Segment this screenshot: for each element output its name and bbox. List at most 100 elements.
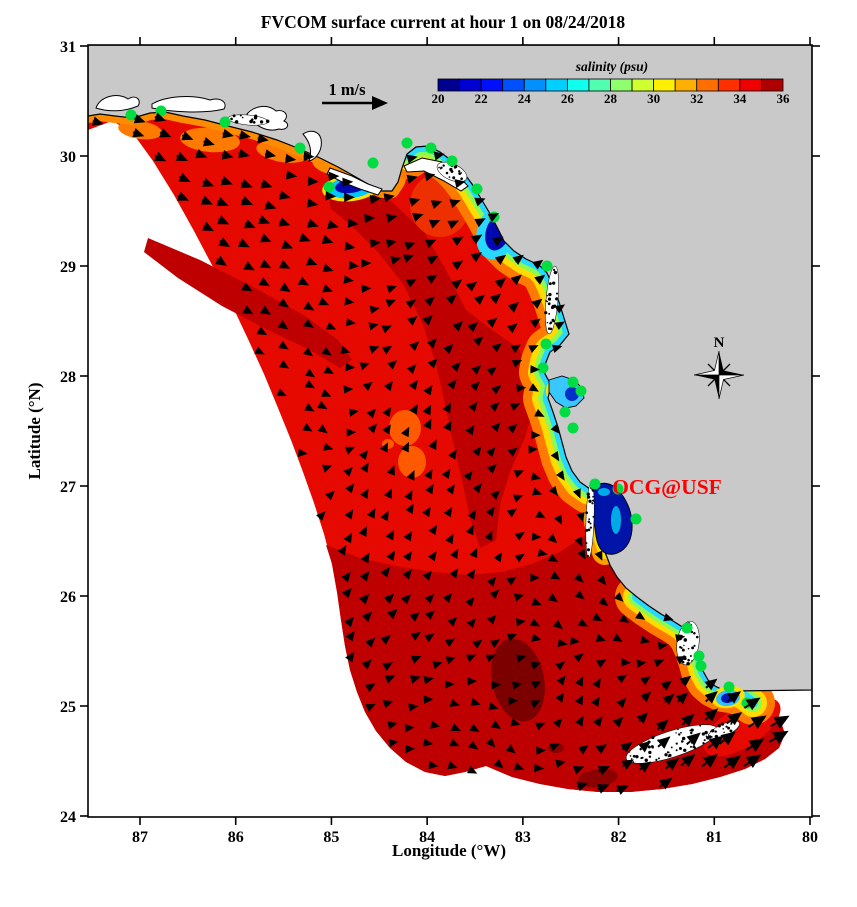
coastal-bay: [403, 157, 469, 192]
island-speckle: [553, 268, 556, 271]
current-arrow-head: [424, 469, 433, 480]
current-arrow-head: [447, 617, 458, 627]
current-arrow-head: [386, 285, 397, 294]
current-arrow-head: [515, 618, 526, 627]
current-arrow-head: [473, 294, 485, 305]
island-speckle: [234, 120, 239, 124]
current-arrow-head: [340, 345, 351, 355]
current-arrow-head: [491, 343, 502, 353]
current-arrow-head: [403, 254, 415, 263]
colorbar-tick-label: 32: [690, 91, 703, 106]
current-arrow-head: [612, 633, 623, 642]
current-arrow-head: [484, 530, 493, 542]
island-speckle: [729, 729, 733, 733]
y-tick-label: 26: [60, 589, 76, 606]
island-speckle: [641, 756, 644, 759]
current-arrow-head: [386, 213, 398, 223]
station-dot: [540, 338, 552, 350]
island-speckle: [452, 176, 456, 180]
island-speckle: [667, 755, 670, 758]
x-tick-label: 84: [419, 829, 435, 846]
station-dot: [401, 137, 413, 149]
current-arrow-head: [532, 259, 544, 270]
current-arrow-head: [277, 297, 290, 308]
current-arrow-head: [613, 592, 624, 602]
current-arrow-head: [347, 218, 359, 228]
current-arrow-head: [408, 197, 421, 207]
station-dot: [125, 109, 137, 121]
current-arrow-head: [442, 420, 452, 432]
station-dot: [575, 385, 587, 397]
current-arrow-head: [297, 276, 310, 286]
island-speckle: [702, 741, 705, 745]
current-arrow-head: [278, 359, 290, 369]
current-arrow-head: [366, 408, 377, 419]
island-speckle: [460, 172, 463, 174]
current-arrow-head: [423, 695, 434, 704]
current-arrow-head: [383, 380, 393, 392]
salinity-patch: [389, 410, 421, 446]
current-arrow-head: [342, 177, 354, 188]
current-arrow-head: [254, 346, 265, 355]
compass-north-label: N: [714, 335, 725, 351]
current-arrow-head: [443, 507, 453, 518]
current-arrow-head: [132, 128, 145, 138]
scale-arrow-label: 1 m/s: [328, 80, 366, 99]
x-tick-label: 85: [323, 829, 339, 846]
current-arrow-head: [748, 738, 765, 752]
current-arrow-head: [258, 215, 271, 225]
current-arrow-head: [408, 703, 419, 712]
station-dot: [219, 116, 231, 128]
current-arrow-head: [367, 508, 376, 519]
station-dot: [559, 406, 571, 418]
colorbar-tick-label: 30: [647, 91, 660, 106]
current-arrow: [638, 719, 641, 722]
current-arrow-head: [531, 298, 543, 309]
current-arrow: [723, 763, 730, 769]
current-arrow-head: [486, 447, 496, 458]
island-speckle: [648, 755, 652, 758]
current-arrow-head: [259, 259, 272, 269]
current-arrow-head: [260, 233, 272, 243]
current-arrow-head: [323, 365, 334, 374]
current-arrow-head: [547, 533, 558, 544]
island-speckle: [586, 554, 590, 558]
current-arrow-head: [470, 697, 481, 706]
island-speckle: [723, 731, 725, 734]
current-arrow-head: [665, 757, 680, 771]
current-arrow-head: [576, 782, 589, 792]
current-arrow-head: [572, 488, 581, 499]
island-speckle: [680, 646, 683, 649]
map-plot-area: [88, 45, 812, 817]
current-arrow-head: [485, 506, 495, 517]
island-speckle: [717, 724, 721, 728]
current-arrow-head: [422, 404, 432, 416]
island-speckle: [253, 116, 258, 120]
current-arrow-head: [510, 403, 521, 412]
island-speckle: [691, 660, 693, 662]
island-speckle: [658, 757, 660, 760]
current-arrow-head: [428, 219, 441, 229]
current-arrow-head: [720, 731, 736, 746]
current-arrow-head: [549, 743, 560, 752]
current-arrow-head: [258, 277, 270, 287]
current-arrow-head: [381, 325, 392, 334]
island-speckle: [664, 753, 668, 757]
current-arrow-head: [278, 259, 291, 269]
current-arrow: [665, 765, 670, 770]
current-arrow-head: [370, 238, 381, 248]
current-arrow-head: [554, 321, 565, 330]
current-arrow-head: [341, 587, 352, 599]
current-arrow-head: [322, 284, 334, 293]
current-arrow-head: [507, 424, 518, 434]
current-arrow: [664, 700, 667, 704]
island-speckle: [675, 749, 678, 752]
current-arrow-head: [426, 274, 438, 285]
current-arrow-head: [534, 274, 546, 285]
current-arrow-head: [621, 759, 634, 770]
current-arrow-head: [516, 654, 527, 663]
island-speckle: [678, 747, 682, 751]
current-arrow-head: [443, 344, 454, 355]
current-arrow-head: [514, 553, 525, 563]
